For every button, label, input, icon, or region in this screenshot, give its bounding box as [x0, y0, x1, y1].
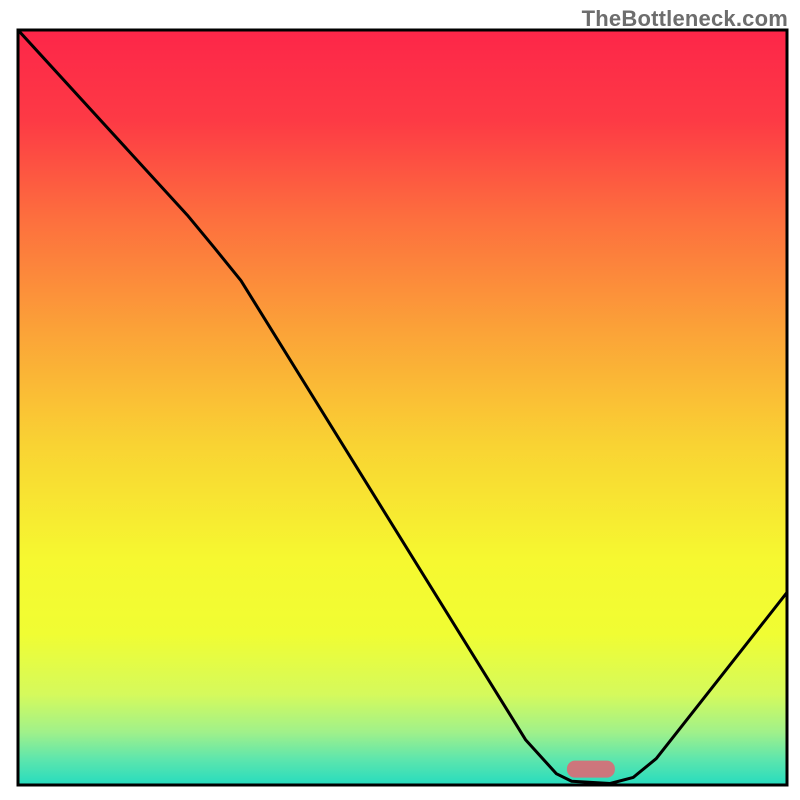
bottleneck-chart [0, 0, 800, 800]
minimum-marker [567, 761, 615, 778]
chart-container: TheBottleneck.com [0, 0, 800, 800]
watermark-text: TheBottleneck.com [582, 6, 788, 32]
plot-background [18, 30, 787, 785]
